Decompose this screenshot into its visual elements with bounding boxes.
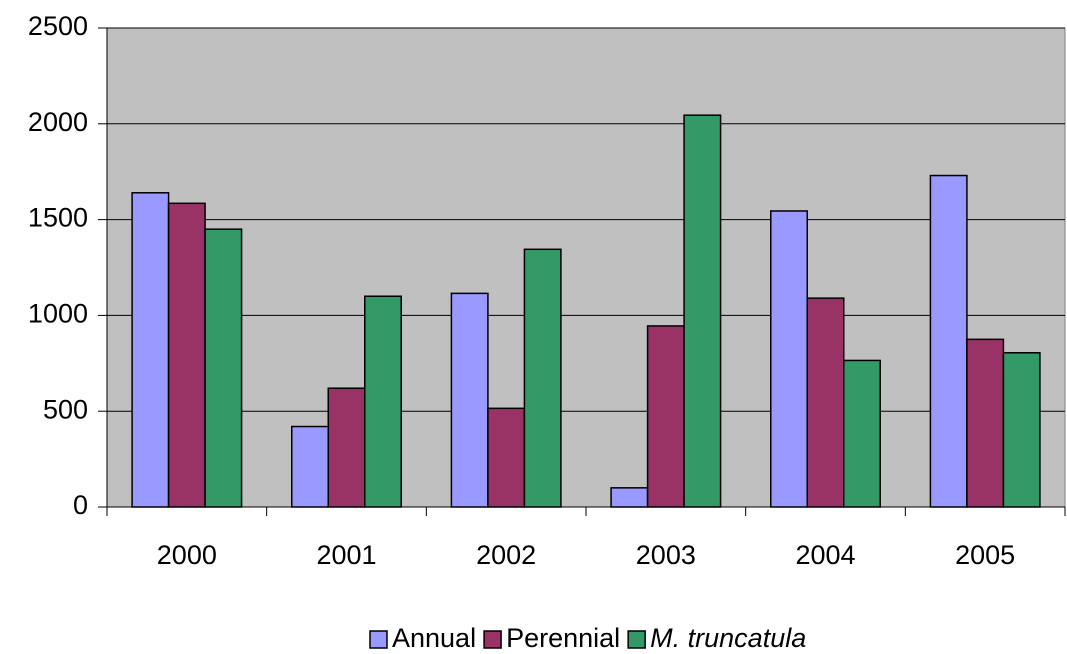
bar — [610, 487, 649, 508]
bar — [966, 338, 1005, 508]
plot-area — [106, 27, 1066, 508]
bar — [167, 202, 206, 508]
x-tick-label: 2004 — [795, 540, 855, 570]
bar — [683, 114, 722, 508]
legend-swatch — [369, 630, 388, 649]
bar — [843, 359, 881, 508]
y-tick-label: 2000 — [28, 107, 88, 137]
legend-label: Perennial — [506, 623, 620, 653]
legend-swatch — [483, 630, 502, 649]
bar — [646, 325, 685, 508]
legend-label: Annual — [392, 623, 476, 653]
y-tick-label: 1500 — [28, 203, 88, 233]
y-tick-label: 500 — [43, 394, 88, 424]
bar — [806, 297, 845, 508]
bar — [327, 387, 366, 508]
y-tick-label: 1000 — [28, 299, 88, 329]
bar — [929, 174, 968, 508]
legend-label: M. truncatula — [650, 623, 806, 653]
y-tick-label: 2500 — [28, 11, 88, 41]
bar — [487, 407, 526, 508]
legend-swatch — [627, 630, 646, 649]
x-tick-label: 2001 — [316, 540, 376, 570]
bar — [1002, 352, 1041, 508]
x-tick-label: 2005 — [955, 540, 1015, 570]
bar — [450, 292, 489, 508]
bar — [364, 295, 402, 508]
bar — [131, 192, 170, 508]
bar — [770, 210, 808, 508]
bar — [523, 248, 562, 508]
y-tick-label: 0 — [73, 490, 88, 520]
x-tick-label: 2002 — [476, 540, 536, 570]
bar — [204, 228, 243, 508]
bar — [291, 425, 329, 508]
x-tick-label: 2000 — [157, 540, 217, 570]
x-tick-label: 2003 — [636, 540, 696, 570]
